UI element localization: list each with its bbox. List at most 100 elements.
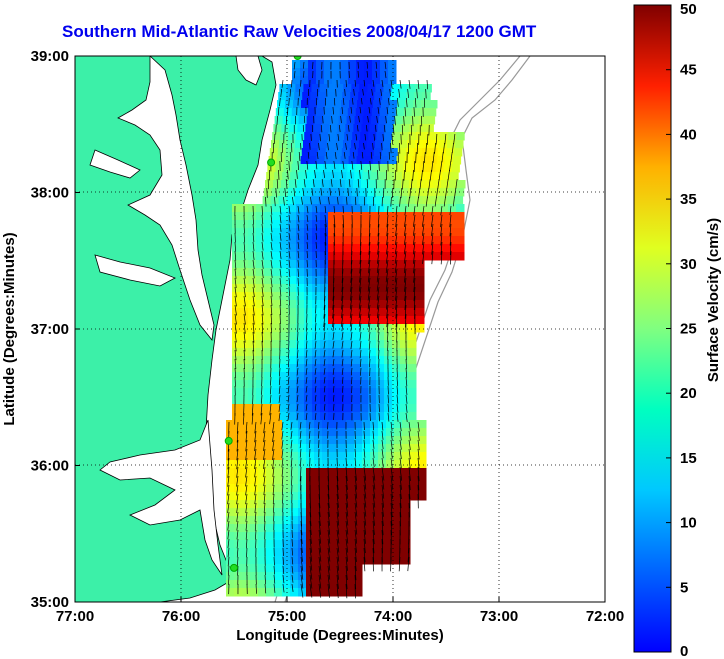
velocity-vector bbox=[327, 556, 331, 571]
velocity-cell bbox=[392, 132, 401, 141]
velocity-vector bbox=[372, 529, 375, 545]
velocity-cell bbox=[314, 580, 323, 589]
velocity-cell bbox=[266, 172, 275, 181]
velocity-cell bbox=[328, 308, 337, 317]
velocity-cell bbox=[288, 348, 297, 357]
velocity-cell bbox=[392, 388, 401, 397]
velocity-cell bbox=[416, 204, 425, 213]
velocity-cell bbox=[402, 508, 411, 517]
velocity-vector bbox=[323, 322, 326, 332]
velocity-cell bbox=[328, 292, 337, 301]
velocity-cell bbox=[296, 364, 305, 373]
velocity-cell bbox=[376, 220, 385, 229]
velocity-vector bbox=[399, 511, 401, 527]
velocity-cell bbox=[416, 260, 425, 269]
velocity-cell bbox=[290, 556, 299, 565]
velocity-cell bbox=[266, 484, 275, 493]
velocity-vector bbox=[367, 304, 371, 319]
velocity-cell bbox=[321, 124, 330, 133]
velocity-vector bbox=[261, 331, 264, 343]
velocity-cell bbox=[356, 156, 366, 165]
velocity-cell bbox=[266, 516, 275, 525]
velocity-vector bbox=[300, 565, 304, 580]
velocity-vector bbox=[288, 295, 290, 306]
velocity-cell bbox=[282, 588, 291, 597]
velocity-vector bbox=[394, 268, 398, 283]
velocity-cell bbox=[258, 444, 267, 453]
velocity-vector bbox=[417, 475, 420, 491]
velocity-cell bbox=[274, 588, 283, 597]
velocity-vector bbox=[350, 268, 353, 283]
velocity-vector bbox=[245, 466, 248, 478]
velocity-vector bbox=[403, 232, 407, 246]
velocity-cell bbox=[408, 300, 417, 309]
velocity-vector bbox=[437, 178, 440, 190]
velocity-vector bbox=[287, 376, 290, 385]
velocity-cell bbox=[416, 308, 425, 317]
velocity-cell bbox=[290, 492, 299, 501]
velocity-vector bbox=[243, 232, 246, 243]
velocity-vector bbox=[345, 475, 348, 490]
velocity-vector bbox=[345, 79, 347, 88]
velocity-cell bbox=[452, 156, 462, 165]
velocity-cell bbox=[368, 404, 377, 413]
velocity-cell bbox=[338, 556, 347, 565]
velocity-cell bbox=[250, 436, 259, 445]
velocity-cell bbox=[282, 444, 291, 453]
velocity-cell bbox=[304, 348, 313, 357]
velocity-cell bbox=[360, 260, 369, 269]
velocity-cell bbox=[304, 412, 313, 421]
velocity-vector bbox=[305, 376, 308, 384]
velocity-vector bbox=[305, 403, 308, 411]
velocity-cell bbox=[336, 132, 345, 141]
velocity-vector bbox=[328, 133, 331, 142]
velocity-cell bbox=[370, 524, 379, 533]
sound-water bbox=[94, 254, 176, 287]
velocity-vector bbox=[387, 394, 389, 404]
velocity-cell bbox=[275, 164, 284, 173]
velocity-cell bbox=[402, 556, 411, 565]
velocity-cell bbox=[402, 420, 411, 429]
velocity-vector bbox=[381, 520, 384, 536]
velocity-vector bbox=[261, 322, 264, 334]
velocity-vector bbox=[379, 151, 382, 160]
velocity-cell bbox=[288, 300, 297, 309]
velocity-cell bbox=[306, 116, 316, 125]
velocity-cell bbox=[360, 412, 369, 421]
y-tick-label: 37:00 bbox=[31, 321, 69, 338]
velocity-cell bbox=[280, 308, 289, 317]
velocity-vector bbox=[363, 547, 366, 563]
velocity-vector bbox=[364, 133, 367, 141]
velocity-vector bbox=[372, 502, 376, 517]
velocity-cell bbox=[386, 468, 395, 477]
velocity-vector bbox=[359, 358, 362, 367]
velocity-cell bbox=[418, 420, 427, 429]
velocity-cell bbox=[258, 460, 267, 469]
velocity-cell bbox=[344, 212, 353, 221]
velocity-cell bbox=[358, 196, 368, 205]
velocity-cell bbox=[256, 220, 265, 229]
velocity-cell bbox=[264, 260, 273, 269]
velocity-cell bbox=[402, 468, 411, 477]
velocity-vector bbox=[412, 241, 416, 255]
velocity-cell bbox=[330, 444, 339, 453]
velocity-vector bbox=[390, 79, 393, 89]
velocity-cell bbox=[368, 340, 377, 349]
velocity-cell bbox=[322, 500, 331, 509]
velocity-cell bbox=[226, 524, 235, 533]
velocity-vector bbox=[391, 187, 394, 198]
velocity-vector bbox=[275, 124, 277, 135]
velocity-cell bbox=[250, 500, 259, 509]
velocity-cell bbox=[344, 396, 353, 405]
velocity-cell bbox=[352, 412, 361, 421]
velocity-cell bbox=[330, 540, 339, 549]
velocity-cell bbox=[360, 340, 369, 349]
velocity-vector bbox=[281, 439, 284, 449]
velocity-cell bbox=[440, 212, 449, 221]
velocity-cell bbox=[320, 268, 329, 277]
velocity-vector bbox=[386, 241, 389, 255]
velocity-vector bbox=[394, 259, 398, 274]
velocity-cell bbox=[394, 532, 403, 541]
velocity-vector bbox=[368, 223, 371, 237]
velocity-cell bbox=[280, 316, 289, 325]
